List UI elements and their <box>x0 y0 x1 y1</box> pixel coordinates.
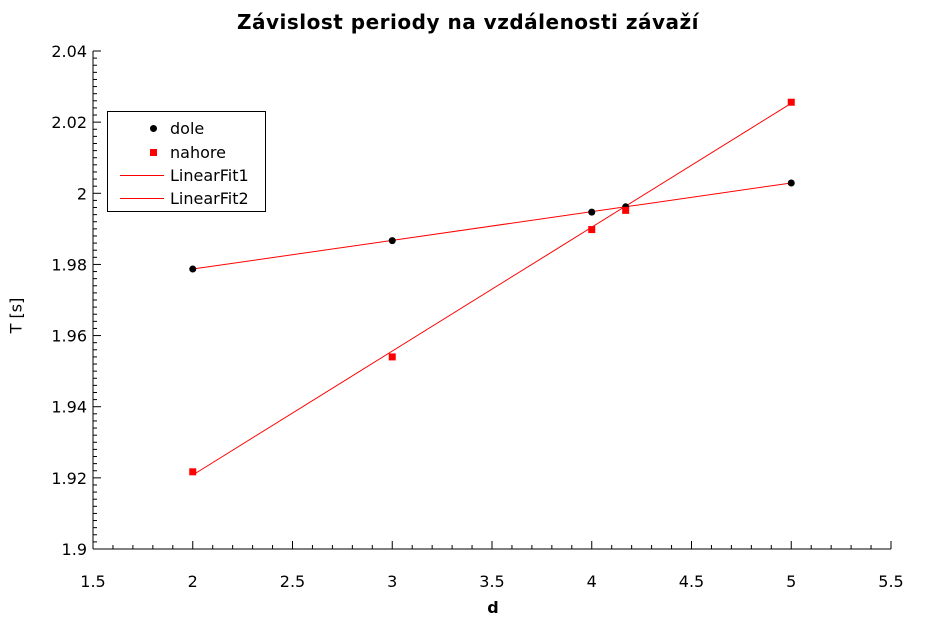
data-point-nahore <box>622 206 630 214</box>
y-tick-label: 2.04 <box>51 42 87 61</box>
y-tick-label: 2.02 <box>51 113 87 132</box>
line-marker-icon <box>120 198 164 199</box>
y-tick-label: 2 <box>77 184 87 203</box>
x-axis-label: d <box>487 598 499 617</box>
x-tick-label: 5 <box>786 572 796 591</box>
y-tick-label: 1.98 <box>51 255 87 274</box>
legend-item-nahore: nahore <box>108 141 265 163</box>
data-point-nahore <box>787 98 795 106</box>
square-marker-icon <box>150 149 157 156</box>
x-tick-label: 5.5 <box>878 572 903 591</box>
chart-marks <box>189 98 795 476</box>
y-tick-label: 1.92 <box>51 469 87 488</box>
data-point-nahore <box>588 226 596 234</box>
y-tick-label: 1.94 <box>51 398 87 417</box>
x-tick-label: 3 <box>387 572 397 591</box>
fit-line-linearfit1 <box>192 182 792 270</box>
data-point-dole <box>388 237 396 245</box>
data-point-dole <box>588 208 596 216</box>
legend-item-linearfit2: LinearFit2 <box>108 187 265 209</box>
data-point-dole <box>189 265 197 273</box>
data-point-nahore <box>388 353 396 361</box>
legend-label: LinearFit2 <box>170 189 249 208</box>
axes: 1.9 1.92 1.94 1.96 1.98 2 2.02 2.04 1.5 2 2.5 3 3.5 4… <box>51 42 903 591</box>
x-tick-label: 2.5 <box>280 572 305 591</box>
data-point-dole <box>787 179 795 187</box>
legend-item-dole: dole <box>108 117 265 139</box>
circle-marker-icon <box>150 125 157 132</box>
legend: dole nahore LinearFit1 LinearFit2 <box>107 111 266 212</box>
y-axis-label: T [s] <box>6 297 26 334</box>
x-tick-label: 4.5 <box>679 572 704 591</box>
x-tick-label: 3.5 <box>479 572 504 591</box>
y-tick-label: 1.9 <box>62 540 87 559</box>
x-tick-label: 4 <box>587 572 597 591</box>
line-marker-icon <box>120 175 164 176</box>
x-tick-label: 1.5 <box>80 572 105 591</box>
legend-label: LinearFit1 <box>170 166 249 185</box>
fit-line-linearfit2 <box>192 102 792 476</box>
data-point-nahore <box>189 468 197 476</box>
legend-label: nahore <box>170 143 226 162</box>
x-tick-label: 2 <box>188 572 198 591</box>
legend-label: dole <box>170 119 205 138</box>
legend-item-linearfit1: LinearFit1 <box>108 164 265 186</box>
chart-title: Závislost periody na vzdálenosti závaží <box>236 10 699 34</box>
y-tick-label: 1.96 <box>51 327 87 346</box>
